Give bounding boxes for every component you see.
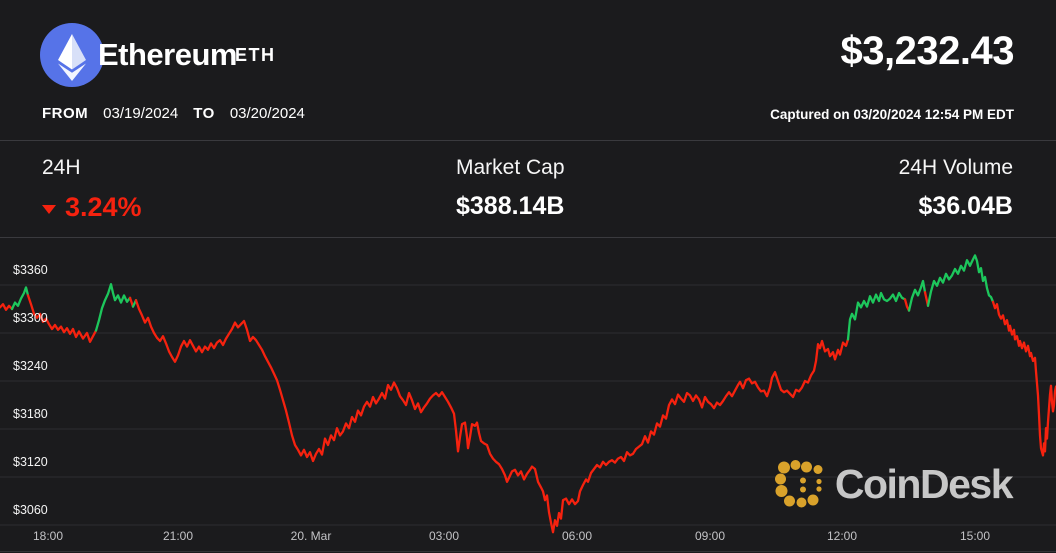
price-line-segment-down (991, 300, 1056, 457)
divider-stats-bottom (0, 237, 1056, 238)
x-axis-tick-label: 03:00 (428, 529, 460, 543)
price-line-segment-up (94, 283, 132, 332)
x-axis-tick-label: 15:00 (959, 529, 991, 543)
change-label: 24H (42, 156, 81, 179)
x-axis-tick-label: 06:00 (561, 529, 593, 543)
price-chart[interactable]: $3360 $3300 $3240 $3180 $3120 $3060 18:00 21:00… (0, 240, 1056, 553)
price-chart-svg (0, 254, 1056, 534)
to-label: TO (193, 105, 215, 122)
captured-timestamp: Captured on 03/20/2024 12:54 PM EDT (770, 107, 1014, 122)
divider-bottom (0, 551, 1056, 552)
divider-top (0, 140, 1056, 141)
ethereum-logo-icon (40, 23, 104, 87)
market-cap-value: $388.14B (456, 192, 565, 220)
to-date: 03/20/2024 (229, 105, 305, 122)
y-axis-tick-label: $3360 (13, 263, 48, 277)
price-line-segment-up (846, 291, 907, 341)
market-cap-label: Market Cap (456, 156, 565, 179)
from-label: FROM (42, 105, 89, 122)
coin-name: Ethereum (98, 37, 237, 72)
arrow-down-icon (42, 205, 56, 214)
coindesk-watermark: CoinDesk (774, 458, 1014, 510)
y-axis-tick-label: $3240 (13, 359, 48, 373)
stat-market-cap: Market Cap $388.14B (456, 156, 565, 221)
coin-symbol: ETH (235, 45, 276, 65)
from-date: 03/19/2024 (103, 105, 179, 122)
price-line-segment-down (134, 299, 850, 534)
stat-24h-volume: 24H Volume $36.04B (899, 156, 1013, 221)
coindesk-wordmark: CoinDesk (834, 460, 1014, 507)
current-price: $3,232.43 (840, 29, 1015, 73)
x-axis-tick-label: 18:00 (32, 529, 64, 543)
x-axis-tick-label: 09:00 (694, 529, 726, 543)
x-axis-tick-label: 21:00 (162, 529, 194, 543)
volume-label: 24H Volume (898, 156, 1013, 179)
y-axis-tick-label: $3300 (13, 311, 48, 325)
stats-bar: 24H 3.24% Market Cap $388.14B 24H Volume… (0, 141, 1056, 237)
price-line-segment-up (926, 254, 995, 307)
change-value: 3.24% (65, 192, 142, 222)
volume-value: $36.04B (918, 192, 1013, 220)
price-line-segment-down (26, 294, 98, 343)
stat-24h-change: 24H 3.24% (42, 156, 142, 223)
price-line-segment-up (10, 286, 30, 311)
y-axis-tick-label: $3180 (13, 407, 48, 421)
y-axis-tick-label: $3120 (13, 455, 48, 469)
date-range: FROM 03/19/2024 TO 03/20/2024 (42, 105, 305, 122)
coindesk-logo-icon (774, 460, 823, 508)
y-axis-tick-label: $3060 (13, 503, 48, 517)
x-axis-tick-label: 12:00 (826, 529, 858, 543)
price-line-segment-up (907, 279, 927, 312)
x-axis-tick-label: 20. Mar (290, 529, 332, 543)
price-line-segment-down (0, 303, 14, 311)
